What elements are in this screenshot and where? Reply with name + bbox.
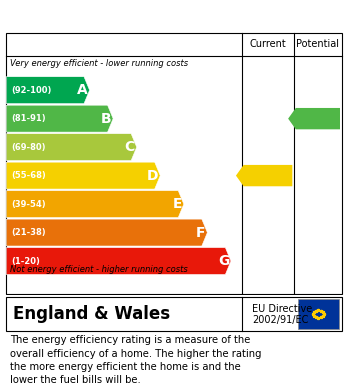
Text: A: A: [77, 83, 88, 97]
Text: (21-38): (21-38): [11, 228, 46, 237]
Text: 2002/91/EC: 2002/91/EC: [252, 315, 309, 325]
Polygon shape: [236, 165, 292, 186]
Text: (39-54): (39-54): [11, 199, 46, 208]
Text: (1-20): (1-20): [11, 256, 40, 265]
Polygon shape: [6, 219, 207, 246]
Polygon shape: [6, 105, 113, 132]
Text: C: C: [125, 140, 135, 154]
Text: B: B: [101, 112, 111, 126]
Text: 87: 87: [311, 112, 328, 125]
Text: EU Directive: EU Directive: [252, 305, 313, 314]
Text: Energy Efficiency Rating: Energy Efficiency Rating: [10, 7, 239, 25]
Text: The energy efficiency rating is a measure of the
overall efficiency of a home. T: The energy efficiency rating is a measur…: [10, 335, 261, 385]
Text: (69-80): (69-80): [11, 143, 46, 152]
Text: 66: 66: [261, 169, 278, 182]
Text: Current: Current: [250, 39, 286, 49]
Text: G: G: [218, 254, 229, 268]
Text: Potential: Potential: [296, 39, 339, 49]
Text: England & Wales: England & Wales: [13, 305, 171, 323]
Text: D: D: [147, 169, 159, 183]
Polygon shape: [288, 108, 340, 129]
Polygon shape: [6, 162, 160, 189]
Polygon shape: [6, 134, 137, 161]
Bar: [298, 299, 339, 329]
Text: (55-68): (55-68): [11, 171, 46, 180]
Text: Not energy efficient - higher running costs: Not energy efficient - higher running co…: [10, 265, 188, 274]
Text: F: F: [196, 226, 206, 240]
Text: (92-100): (92-100): [11, 86, 52, 95]
Text: (81-91): (81-91): [11, 114, 46, 123]
Polygon shape: [6, 248, 231, 274]
Polygon shape: [6, 191, 184, 217]
Polygon shape: [6, 77, 89, 104]
Text: E: E: [173, 197, 182, 211]
Text: Very energy efficient - lower running costs: Very energy efficient - lower running co…: [10, 59, 188, 68]
